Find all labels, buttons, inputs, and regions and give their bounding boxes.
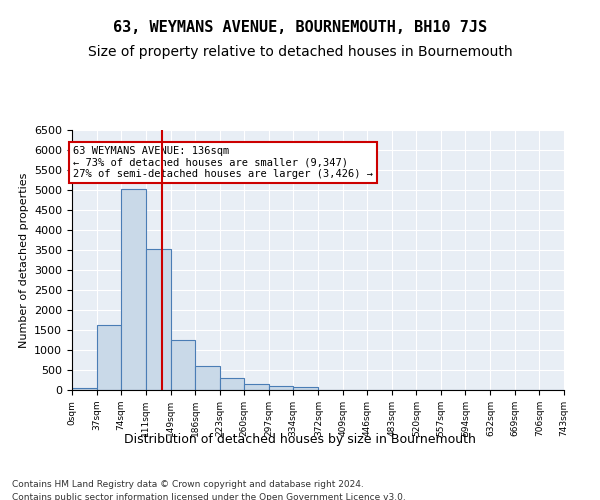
Bar [244, 384, 269, 390]
Bar [293, 387, 319, 390]
Text: Size of property relative to detached houses in Bournemouth: Size of property relative to detached ho… [88, 45, 512, 59]
Bar [170, 340, 195, 390]
Text: Contains HM Land Registry data © Crown copyright and database right 2024.: Contains HM Land Registry data © Crown c… [12, 480, 364, 489]
Bar [146, 249, 170, 390]
Bar [97, 325, 121, 390]
Bar [72, 388, 97, 390]
Bar [269, 386, 293, 390]
Bar [121, 189, 146, 390]
Text: Contains public sector information licensed under the Open Government Licence v3: Contains public sector information licen… [12, 492, 406, 500]
Text: 63 WEYMANS AVENUE: 136sqm
← 73% of detached houses are smaller (9,347)
27% of se: 63 WEYMANS AVENUE: 136sqm ← 73% of detac… [73, 146, 373, 179]
Y-axis label: Number of detached properties: Number of detached properties [19, 172, 29, 348]
Text: 63, WEYMANS AVENUE, BOURNEMOUTH, BH10 7JS: 63, WEYMANS AVENUE, BOURNEMOUTH, BH10 7J… [113, 20, 487, 35]
Text: Distribution of detached houses by size in Bournemouth: Distribution of detached houses by size … [124, 432, 476, 446]
Bar [195, 366, 220, 390]
Bar [220, 378, 244, 390]
